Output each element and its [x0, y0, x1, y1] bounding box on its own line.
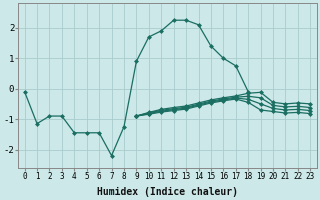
X-axis label: Humidex (Indice chaleur): Humidex (Indice chaleur) [97, 186, 238, 197]
